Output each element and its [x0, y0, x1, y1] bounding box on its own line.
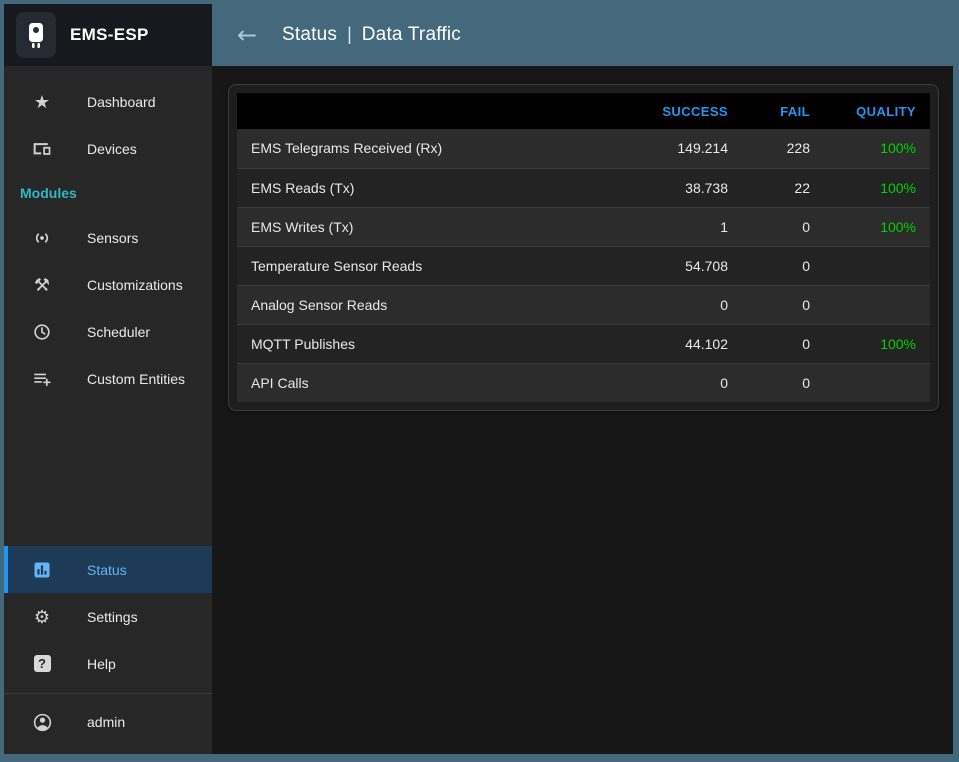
page-title-primary: Status [282, 24, 338, 45]
sidebar-item-admin[interactable]: admin [4, 694, 212, 750]
col-header-success: SUCCESS [622, 93, 742, 129]
table-row: EMS Reads (Tx) 38.738 22 100% [237, 168, 930, 208]
help-icon: ? [31, 653, 53, 675]
account-label: admin [87, 714, 126, 730]
stat-success: 1 [622, 207, 742, 247]
stat-success: 0 [720, 374, 728, 391]
stat-fail: 22 [742, 168, 824, 208]
account-icon [31, 711, 53, 733]
table-row: Analog Sensor Reads 0 0 [237, 285, 930, 325]
stat-name: MQTT Publishes [237, 324, 622, 364]
sidebar-item-label: Status [87, 561, 127, 578]
stat-quality: 100% [824, 168, 930, 208]
sidebar-section-modules: Modules [20, 185, 77, 201]
gear-icon: ⚙ [33, 606, 51, 627]
data-traffic-card: SUCCESS FAIL QUALITY EMS Telegrams Recei… [228, 84, 939, 411]
sidebar-divider [4, 693, 212, 694]
stat-fail: 0 [802, 374, 810, 391]
stat-success: 38.738 [622, 168, 742, 208]
devices-icon [31, 138, 53, 160]
sidebar-item-scheduler[interactable]: Scheduler [4, 308, 212, 355]
sidebar-spacer [4, 402, 212, 546]
table-header-row: SUCCESS FAIL QUALITY [237, 93, 930, 129]
sidebar-header: EMS-ESP [4, 4, 212, 66]
sidebar-item-settings[interactable]: ⚙ Settings [4, 593, 212, 640]
playlist-add-icon [31, 368, 53, 390]
stat-success: 44.102 [622, 324, 742, 364]
main-column: ← Status | Data Traffic SUCCESS [212, 4, 953, 754]
construction-icon: ⚒ [33, 274, 51, 295]
stat-quality [824, 363, 930, 402]
sidebar-item-label: Settings [87, 608, 138, 625]
sidebar-item-devices[interactable]: Devices [4, 125, 212, 172]
sidebar-item-status[interactable]: Status [4, 546, 212, 593]
sidebar-item-label: Sensors [87, 229, 139, 246]
stat-fail: 228 [742, 129, 824, 169]
sidebar-item-label: Customizations [87, 276, 183, 293]
stat-name: Temperature Sensor Reads [237, 246, 622, 286]
stat-name: EMS Writes (Tx) [237, 207, 622, 247]
col-header-quality: QUALITY [824, 93, 930, 129]
content-area: SUCCESS FAIL QUALITY EMS Telegrams Recei… [212, 66, 953, 754]
table-row: API Calls 0 0 [237, 363, 930, 402]
table-row: EMS Telegrams Received (Rx) 149.214 228 … [237, 129, 930, 169]
stat-fail: 0 [742, 207, 824, 247]
app-logo-icon [16, 12, 56, 58]
sidebar: EMS-ESP ★ Dashboard Devices Modules [4, 4, 212, 754]
table-row: Temperature Sensor Reads 54.708 0 [237, 246, 930, 286]
stat-success: 0 [622, 285, 742, 325]
col-header-name [237, 93, 622, 129]
page-title: Status | Data Traffic [282, 24, 461, 46]
col-header-fail: FAIL [742, 93, 824, 129]
sensors-icon [31, 227, 53, 249]
table-row: MQTT Publishes 44.102 0 100% [237, 324, 930, 364]
sidebar-item-custom-entities[interactable]: Custom Entities [4, 355, 212, 402]
app-window: EMS-ESP ★ Dashboard Devices Modules [4, 4, 953, 754]
stat-quality: 100% [824, 207, 930, 247]
data-traffic-table: SUCCESS FAIL QUALITY EMS Telegrams Recei… [237, 93, 930, 402]
sidebar-item-sensors[interactable]: Sensors [4, 214, 212, 261]
app-title: EMS-ESP [70, 25, 149, 44]
sidebar-item-label: Dashboard [87, 93, 156, 110]
clock-icon [31, 321, 53, 343]
table-row: EMS Writes (Tx) 1 0 100% [237, 207, 930, 247]
stat-quality [824, 246, 930, 286]
stat-name: API Calls [251, 374, 309, 391]
stat-success: 54.708 [622, 246, 742, 286]
back-icon: ← [236, 21, 258, 49]
stat-name: EMS Reads (Tx) [237, 168, 622, 208]
page-title-separator: | [347, 24, 352, 44]
back-button[interactable]: ← [228, 16, 266, 54]
sidebar-item-label: Scheduler [87, 323, 151, 340]
sidebar-item-customizations[interactable]: ⚒ Customizations [4, 261, 212, 308]
sidebar-item-label: Help [87, 655, 116, 672]
sidebar-item-dashboard[interactable]: ★ Dashboard [4, 78, 212, 125]
stat-fail: 0 [742, 285, 824, 325]
sidebar-item-label: Devices [87, 140, 137, 157]
sidebar-nav: ★ Dashboard Devices Modules [4, 66, 212, 754]
bar-chart-icon [31, 559, 53, 581]
stat-name: Analog Sensor Reads [237, 285, 622, 325]
appbar: ← Status | Data Traffic [212, 4, 953, 66]
stat-fail: 0 [742, 246, 824, 286]
star-icon: ★ [33, 91, 51, 112]
stat-quality: 100% [824, 129, 930, 169]
stat-quality [824, 285, 930, 325]
page-title-secondary: Data Traffic [361, 24, 461, 45]
stat-quality: 100% [824, 324, 930, 364]
sidebar-item-help[interactable]: ? Help [4, 640, 212, 687]
sidebar-item-label: Custom Entities [87, 370, 186, 387]
stat-fail: 0 [742, 324, 824, 364]
stat-success: 149.214 [622, 129, 742, 169]
stat-name: EMS Telegrams Received (Rx) [237, 129, 622, 169]
